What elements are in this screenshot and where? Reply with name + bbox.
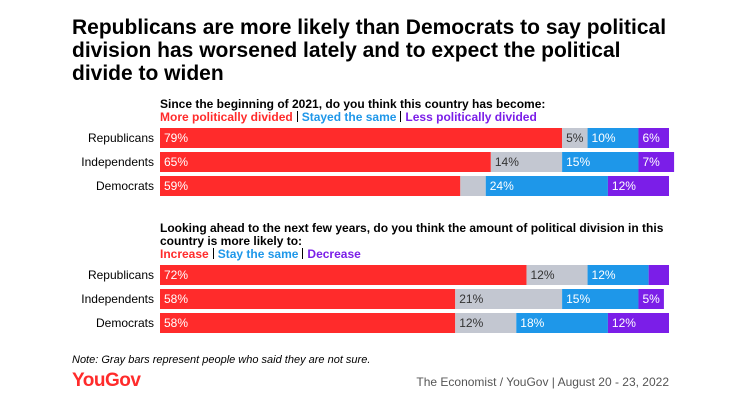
legend-separator [212,248,214,259]
value-label: 15% [566,155,590,169]
value-label: 58% [164,316,188,330]
bar-segment [562,128,588,148]
value-label: 65% [164,155,188,169]
value-label: 58% [164,292,188,306]
category-label: Independents [81,155,154,169]
bar-segment [587,128,639,148]
bar-segment [460,176,486,196]
bar-segment [490,152,563,172]
value-label: 72% [164,268,188,282]
bar-segment [160,176,461,196]
bar-segment [160,152,491,172]
bar-segment [607,313,669,333]
bar-segment [516,313,608,333]
value-label: 12% [530,268,554,282]
bar-segment [587,265,649,285]
bar-segment [455,289,563,309]
legend-entry: Stayed the same [301,110,397,124]
value-label: 59% [164,179,188,193]
legend-entry: Less politically divided [405,110,537,124]
legend-separator [302,248,304,259]
value-label: 5% [566,131,584,145]
value-label: 18% [520,316,544,330]
bar-segment [160,265,527,285]
value-label: 14% [495,155,519,169]
value-label: 10% [592,131,616,145]
title: Republicans are more likely than Democra… [72,16,667,85]
legend-entry: More politically divided [160,110,293,124]
question-block: Since the beginning of 2021, do you thin… [160,98,675,124]
brand-logo: YouGov [72,370,141,391]
legend-separator [296,111,298,122]
bar-segment [485,176,608,196]
value-label: 24% [490,179,514,193]
bar-segment [160,128,563,148]
bar-segment [607,176,669,196]
question-block: Looking ahead to the next few years, do … [160,222,675,261]
category-label: Republicans [88,268,154,282]
legend-entry: Increase [160,247,209,261]
note: Note: Gray bars represent people who sai… [72,354,371,366]
bar-segment [160,313,456,333]
bar-segment [638,289,664,309]
category-label: Democrats [96,316,154,330]
value-label: 12% [612,316,636,330]
category-label: Democrats [96,179,154,193]
legend: Increase Stay the same Decrease [160,248,675,261]
bar-segment [648,265,669,285]
category-label: Independents [81,292,154,306]
subtitle: Since the beginning of 2021, do you thin… [160,97,546,111]
bar-segment [455,313,517,333]
bar-segment [562,152,639,172]
legend-separator [400,111,402,122]
source: The Economist / YouGov | August 20 - 23,… [416,375,669,389]
value-label: 12% [592,268,616,282]
bar-segment [526,265,588,285]
value-label: 15% [566,292,590,306]
bar-segment [160,289,456,309]
category-label: Republicans [88,131,154,145]
value-label: 5% [642,292,660,306]
value-label: 79% [164,131,188,145]
bar-segment [638,152,675,172]
value-label: 7% [642,155,660,169]
value-label: 6% [642,131,660,145]
value-label: 12% [612,179,636,193]
legend: More politically divided Stayed the same L… [160,111,675,124]
legend-entry: Decrease [307,247,361,261]
value-label: 21% [459,292,483,306]
bar-segment [562,289,639,309]
bar-segment [638,128,669,148]
legend-entry: Stay the same [217,247,299,261]
value-label: 12% [459,316,483,330]
subtitle: Looking ahead to the next few years, do … [160,221,664,248]
